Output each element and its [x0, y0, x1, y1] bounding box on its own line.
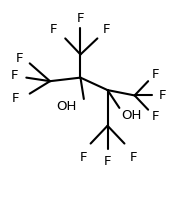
- Text: F: F: [152, 110, 159, 123]
- Text: OH: OH: [121, 109, 141, 122]
- Text: F: F: [158, 89, 166, 102]
- Text: F: F: [77, 12, 84, 25]
- Text: F: F: [102, 23, 110, 36]
- Text: F: F: [49, 23, 57, 36]
- Text: F: F: [12, 92, 20, 106]
- Text: F: F: [152, 68, 159, 81]
- Text: F: F: [80, 151, 87, 164]
- Text: F: F: [10, 69, 18, 82]
- Text: F: F: [15, 51, 23, 65]
- Text: F: F: [130, 151, 137, 164]
- Text: F: F: [104, 155, 111, 168]
- Text: OH: OH: [57, 100, 77, 113]
